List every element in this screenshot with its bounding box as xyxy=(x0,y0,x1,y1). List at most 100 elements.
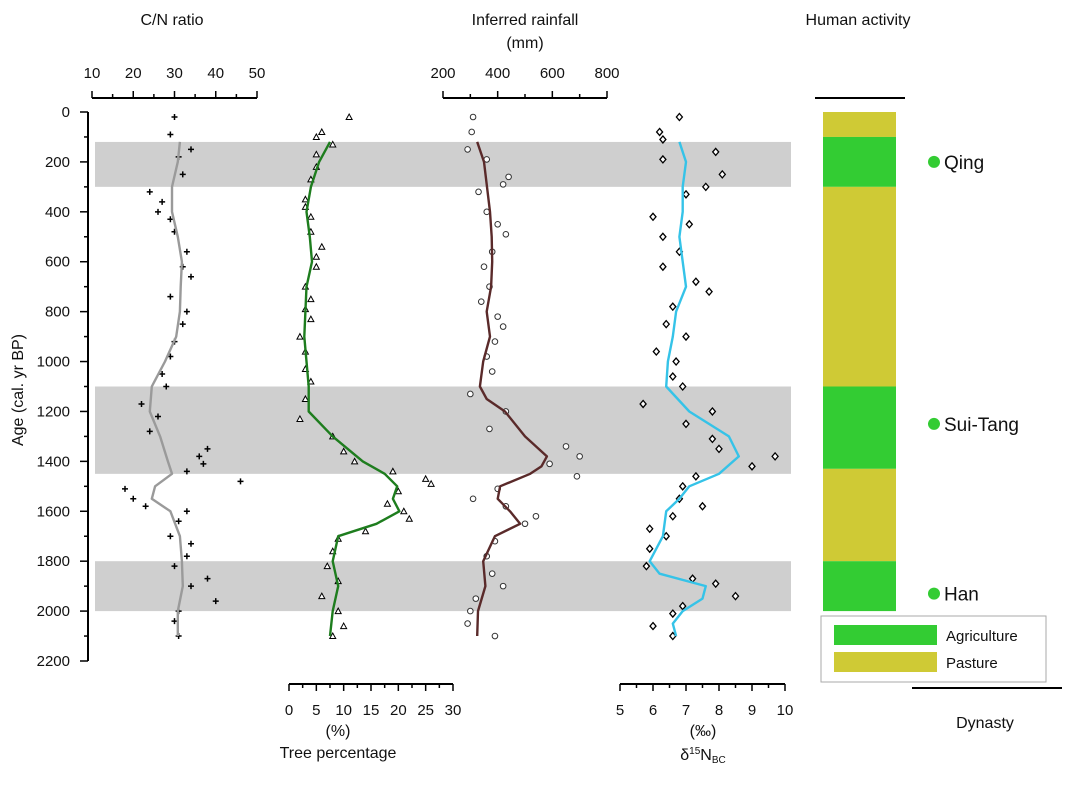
shaded-interval xyxy=(95,386,791,474)
cn-tick-label: 50 xyxy=(249,65,266,82)
d15n-point xyxy=(711,147,720,157)
tree-tick-label: 20 xyxy=(390,702,407,719)
tree-point xyxy=(339,447,348,455)
d15n-point xyxy=(659,262,667,272)
d15n-point xyxy=(675,112,684,122)
d15n-point xyxy=(672,357,680,367)
d15n-point xyxy=(639,399,647,409)
d15n-point xyxy=(659,232,667,242)
y-tick-label: 200 xyxy=(45,154,70,171)
cn-point xyxy=(183,248,190,255)
tree-point xyxy=(405,514,414,522)
y-axis: 0 200 400 600 800 1000 1200 1400 1600 1800 2000 220… xyxy=(37,104,89,670)
tree-point xyxy=(307,315,315,323)
tree-point xyxy=(307,212,315,220)
rain-point xyxy=(499,323,507,330)
tree-tick-label: 10 xyxy=(335,702,352,719)
d15n-tick-label: 6 xyxy=(649,702,657,719)
activity-segment-pasture xyxy=(823,186,896,387)
y-tick-label: 1400 xyxy=(37,453,70,470)
d15n-point xyxy=(771,451,779,461)
rain-unit: (mm) xyxy=(506,35,543,52)
d15n-point xyxy=(645,524,654,534)
tree-point xyxy=(328,140,337,148)
tree-point xyxy=(317,127,326,135)
dynasty-marker-icon xyxy=(928,417,940,430)
cn-point xyxy=(167,533,174,540)
y-tick-label: 800 xyxy=(45,304,70,321)
d15n-title: δ15NBC xyxy=(680,746,726,766)
d15n-point xyxy=(678,601,687,611)
tree-point xyxy=(389,467,397,475)
tree-point xyxy=(345,112,353,120)
d15n-point xyxy=(678,481,687,491)
tree-point xyxy=(394,487,403,495)
d15n-tick-label: 8 xyxy=(715,702,723,719)
tree-tick-label: 25 xyxy=(417,702,434,719)
tree-point xyxy=(307,295,315,303)
y-tick-label: 1000 xyxy=(37,354,70,371)
rain-title: Inferred rainfall xyxy=(472,12,579,29)
d15n-point xyxy=(659,154,667,164)
rain-point xyxy=(505,173,512,181)
cn-point xyxy=(138,400,145,407)
d15n-point xyxy=(698,501,707,511)
d15n-point xyxy=(649,621,657,631)
activity-segment-agriculture xyxy=(823,136,896,187)
legend-label-pasture: Pasture xyxy=(946,655,998,672)
tree-point xyxy=(296,332,304,340)
cn-point xyxy=(167,131,174,138)
rain-line xyxy=(476,141,549,637)
cn-point xyxy=(122,485,128,492)
cn-point xyxy=(188,273,194,280)
d15n-point xyxy=(748,461,756,471)
rain-point xyxy=(469,113,477,121)
d15n-point xyxy=(708,434,717,444)
cn-point xyxy=(130,495,137,502)
d15n-unit: (‰) xyxy=(690,723,717,740)
y-tick-label: 1800 xyxy=(37,553,70,570)
legend: Agriculture Pasture xyxy=(820,615,1047,683)
d15n-point xyxy=(649,212,657,222)
tree-point xyxy=(317,242,326,250)
d15n-point xyxy=(655,127,664,137)
d15n-point xyxy=(692,471,700,481)
cn-point xyxy=(167,216,174,223)
tree-point xyxy=(317,592,326,600)
d15n-tick-label: 7 xyxy=(682,702,690,719)
rain-tick-label: 200 xyxy=(430,65,455,82)
tree-line xyxy=(303,141,401,637)
tree-tick-label: 5 xyxy=(312,702,320,719)
cn-point xyxy=(188,540,194,547)
tree-point xyxy=(328,632,337,640)
tree-point xyxy=(301,394,310,402)
dynasty-labels: Qing Sui-Tang Han xyxy=(928,153,1019,606)
rain-point xyxy=(477,298,485,305)
rain-point xyxy=(499,181,507,188)
cn-point xyxy=(237,478,244,485)
rain-point xyxy=(502,230,510,238)
cn-point xyxy=(175,518,182,525)
rain-point xyxy=(469,495,477,503)
dynasty-title: Dynasty xyxy=(956,715,1014,732)
tree-point xyxy=(350,457,359,465)
d15n-point xyxy=(731,591,740,601)
d15n-panel: 5 6 7 8 9 10 xyxy=(616,112,793,719)
cn-point xyxy=(179,171,186,178)
shaded-interval xyxy=(95,141,791,187)
tree-point xyxy=(383,499,392,507)
d15n-point xyxy=(708,406,717,416)
activity-segment-pasture xyxy=(823,112,896,137)
cn-point xyxy=(171,618,178,625)
cn-point xyxy=(142,503,149,510)
cn-point xyxy=(159,371,166,378)
y-tick-label: 1600 xyxy=(37,503,70,520)
human-activity-column xyxy=(823,112,896,612)
tree-point xyxy=(427,479,435,487)
tree-point xyxy=(361,527,370,535)
legend-swatch-agriculture xyxy=(834,625,937,645)
cn-point xyxy=(146,188,153,195)
cn-point xyxy=(188,146,194,153)
rain-point xyxy=(468,128,476,136)
